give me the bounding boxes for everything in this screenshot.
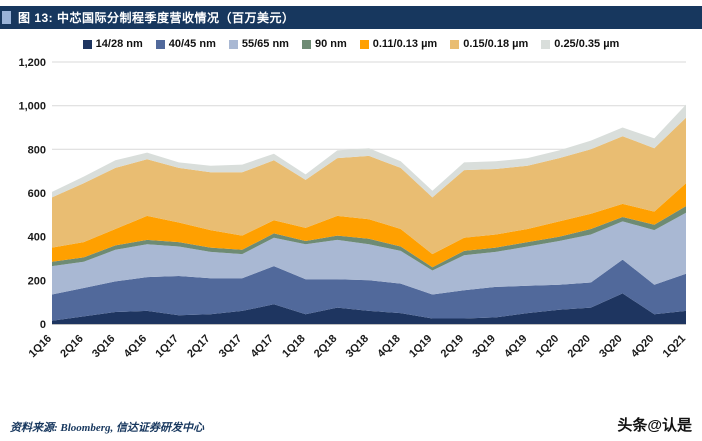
y-tick-label: 1,000 <box>18 101 46 113</box>
legend-item: 90 nm <box>301 38 347 50</box>
y-tick-label: 400 <box>28 232 46 244</box>
x-tick-label: 1Q19 <box>407 333 435 361</box>
figure-footer: 资料来源: Bloomberg, 信达证券研发中心 头条@认是 <box>0 414 702 441</box>
x-tick-label: 1Q20 <box>534 333 562 361</box>
x-tick-label: 1Q21 <box>661 333 689 361</box>
x-tick-label: 3Q18 <box>344 333 372 361</box>
legend-label: 0.15/0.18 µm <box>463 38 529 50</box>
x-tick-label: 4Q17 <box>248 333 276 361</box>
y-tick-label: 800 <box>28 144 46 156</box>
x-tick-label: 3Q19 <box>470 333 498 361</box>
source-note: 资料来源: Bloomberg, 信达证券研发中心 <box>10 422 205 434</box>
y-tick-label: 1,200 <box>18 57 46 69</box>
legend-item: 40/45 nm <box>155 38 216 50</box>
x-tick-label: 4Q20 <box>629 333 657 361</box>
legend-swatch <box>82 39 92 49</box>
series-area-90-nm <box>52 206 686 271</box>
figure-title: 图 13: 中芯国际分制程季度营收情况（百万美元） <box>18 11 295 25</box>
figure-title-bar: 图 13: 中芯国际分制程季度营收情况（百万美元） <box>0 6 702 29</box>
x-tick-label: 2Q20 <box>565 333 593 361</box>
watermark: 头条@认是 <box>617 417 692 434</box>
y-tick-label: 0 <box>40 319 46 331</box>
legend-item: 14/28 nm <box>82 38 143 50</box>
x-tick-label: 2Q16 <box>58 333 86 361</box>
legend-swatch <box>228 39 238 49</box>
x-tick-label: 3Q17 <box>217 333 245 361</box>
series-area-55-65-nm <box>52 212 686 295</box>
title-accent-square <box>2 11 11 24</box>
x-tick-label: 2Q19 <box>439 333 467 361</box>
x-tick-label: 2Q18 <box>312 333 340 361</box>
x-tick-label: 4Q19 <box>502 333 530 361</box>
series-area-0-11-0-13-m <box>52 183 686 268</box>
series-area-14-28-nm <box>52 293 686 324</box>
series-area-40-45-nm <box>52 259 686 321</box>
legend-label: 0.25/0.35 µm <box>554 38 620 50</box>
legend-swatch <box>155 39 165 49</box>
legend-item: 0.11/0.13 µm <box>359 38 438 50</box>
x-tick-label: 4Q18 <box>375 333 403 361</box>
legend-item: 55/65 nm <box>228 38 289 50</box>
legend-item: 0.15/0.18 µm <box>450 38 528 50</box>
legend-item: 0.25/0.35 µm <box>541 38 619 50</box>
legend-label: 0.11/0.13 µm <box>372 38 438 50</box>
series-area-0-25-0-35-m <box>52 104 686 198</box>
series-area-0-15-0-18-m <box>52 117 686 255</box>
x-tick-label: 3Q20 <box>597 333 625 361</box>
x-tick-label: 2Q17 <box>185 333 213 361</box>
legend-label: 14/28 nm <box>95 38 143 50</box>
x-tick-label: 4Q16 <box>122 333 150 361</box>
chart-area: 0 200 400 600 800 1,000 1,200 1Q16 2Q16 3Q16 4Q16 1… <box>0 52 702 384</box>
x-tick-label: 1Q16 <box>27 333 55 361</box>
legend-label: 90 nm <box>314 38 347 50</box>
x-tick-label: 1Q18 <box>280 333 308 361</box>
chart-legend: 14/28 nm 40/45 nm 55/65 nm 90 nm 0.11/0.13 µ… <box>0 38 702 50</box>
legend-swatch <box>450 39 460 49</box>
x-tick-label: 3Q16 <box>90 333 118 361</box>
x-tick-label: 1Q17 <box>153 333 181 361</box>
y-tick-label: 600 <box>28 188 46 200</box>
legend-label: 40/45 nm <box>168 38 216 50</box>
legend-swatch <box>359 39 369 49</box>
legend-swatch <box>301 39 311 49</box>
y-tick-label: 200 <box>28 275 46 287</box>
legend-swatch <box>541 39 551 49</box>
legend-label: 55/65 nm <box>241 38 289 50</box>
